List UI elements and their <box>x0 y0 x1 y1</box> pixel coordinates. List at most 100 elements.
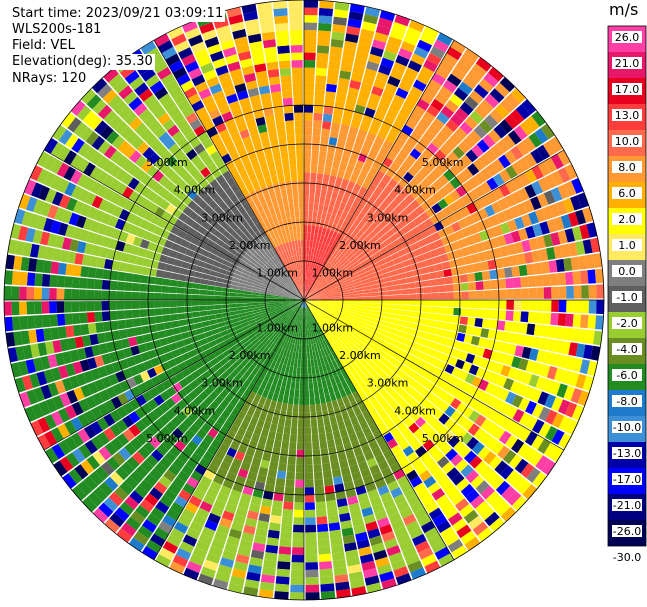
range-gate <box>41 314 51 328</box>
range-gate <box>110 396 123 409</box>
range-gate <box>220 39 235 51</box>
range-gate <box>447 232 458 243</box>
range-gate <box>315 75 327 84</box>
range-gate <box>164 168 177 180</box>
range-gate <box>285 380 292 389</box>
range-gate <box>227 266 236 274</box>
range-gate <box>392 314 401 320</box>
range-gate <box>153 106 167 120</box>
range-gate <box>100 125 114 140</box>
range-gate <box>266 476 276 486</box>
range-gate <box>194 346 204 355</box>
range-gate <box>410 400 421 411</box>
range-gate <box>20 256 30 271</box>
range-gate <box>198 457 211 469</box>
range-gate <box>157 112 171 126</box>
range-gate <box>252 358 260 367</box>
range-gate <box>290 281 296 288</box>
range-gate <box>186 476 199 489</box>
range-gate <box>352 260 361 268</box>
range-gate <box>91 135 105 151</box>
range-gate <box>298 262 301 271</box>
colorbar-label-bg <box>612 187 642 199</box>
range-gate <box>173 521 189 534</box>
range-gate <box>440 105 455 119</box>
range-gate <box>378 300 387 304</box>
range-gate <box>185 343 195 352</box>
range-gate <box>87 357 98 370</box>
range-gate <box>61 112 76 129</box>
range-gate <box>463 48 480 63</box>
range-gate <box>309 313 314 321</box>
range-gate <box>329 198 336 208</box>
range-gate <box>345 222 353 231</box>
range-gate <box>259 211 267 220</box>
range-gate <box>528 132 543 148</box>
range-gate <box>251 102 263 112</box>
range-gate <box>418 433 430 446</box>
range-gate <box>348 224 357 233</box>
range-gate <box>539 221 550 235</box>
range-gate <box>395 361 405 370</box>
range-gate <box>399 106 412 118</box>
range-gate <box>253 140 263 151</box>
range-gate <box>112 383 124 396</box>
range-gate <box>479 465 494 480</box>
range-gate <box>398 149 409 160</box>
range-gate <box>167 26 184 40</box>
range-gate <box>290 264 295 272</box>
range-gate <box>304 285 307 293</box>
range-gate <box>379 246 389 255</box>
range-gate <box>176 300 185 307</box>
range-gate <box>311 298 319 300</box>
range-gate <box>245 447 256 457</box>
range-gate <box>98 446 112 461</box>
range-gate <box>405 395 416 406</box>
range-gate <box>282 433 290 442</box>
range-gate <box>110 192 122 205</box>
range-gate <box>95 322 104 333</box>
range-gate <box>285 275 291 283</box>
range-gate <box>460 308 469 317</box>
range-gate <box>497 445 511 460</box>
range-gate <box>323 386 330 396</box>
range-gate <box>338 77 350 87</box>
range-gate <box>213 332 222 340</box>
range-gate <box>247 260 256 268</box>
range-gate <box>191 74 206 87</box>
range-gate <box>231 107 243 118</box>
range-gate <box>441 461 455 475</box>
range-gate <box>91 244 101 257</box>
range-gate <box>82 217 94 231</box>
range-gate <box>424 560 441 574</box>
range-gate <box>553 216 565 231</box>
range-gate <box>349 3 365 14</box>
range-gate <box>404 183 415 194</box>
range-gate <box>392 352 402 361</box>
range-gate <box>426 142 439 155</box>
range-gate <box>317 289 325 294</box>
range-gate <box>91 344 102 357</box>
range-gate <box>341 371 349 380</box>
range-gate <box>352 332 361 340</box>
range-gate <box>434 149 447 162</box>
range-gate <box>300 232 304 241</box>
range-gate <box>410 188 421 199</box>
range-gate <box>423 306 432 313</box>
range-gate <box>364 107 376 118</box>
range-gate <box>32 229 43 244</box>
range-gate <box>365 132 377 142</box>
range-gate <box>407 369 418 379</box>
range-gate <box>446 467 460 480</box>
range-gate <box>124 389 136 402</box>
range-gate <box>62 473 77 489</box>
range-gate <box>331 544 344 554</box>
range-gate <box>244 308 253 313</box>
range-gate <box>275 307 283 311</box>
range-gate <box>331 239 338 248</box>
range-gate <box>318 302 327 305</box>
range-gate <box>304 294 309 300</box>
range-gate <box>483 280 492 290</box>
range-gate <box>173 236 184 246</box>
